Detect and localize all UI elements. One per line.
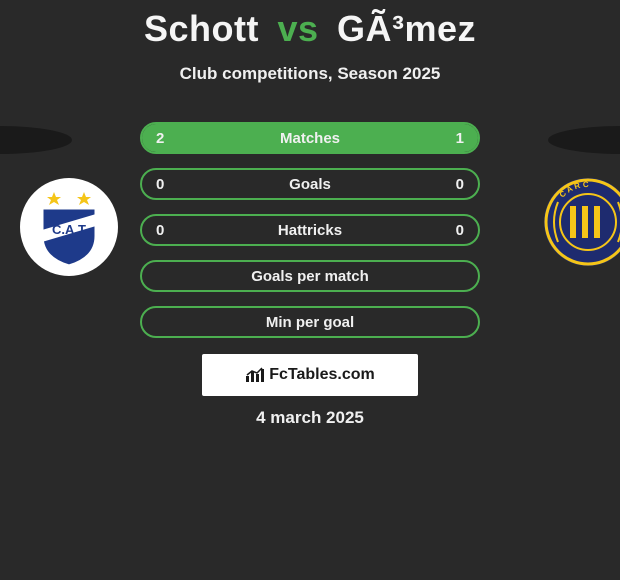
comparison-title: Schott vs GÃ³mez [0, 0, 620, 50]
rosario-central-badge-icon: C A R C [544, 178, 620, 266]
branding-text: FcTables.com [269, 366, 375, 384]
stat-label: Goals [142, 170, 478, 198]
stat-label: Goals per match [142, 262, 478, 290]
stat-bars: 21Matches 00Goals 00Hattricks Goals per mat… [140, 122, 480, 352]
player1-shadow [0, 126, 72, 154]
stat-row: 00Goals [140, 168, 480, 200]
stat-row: Min per goal [140, 306, 480, 338]
stat-row: Goals per match [140, 260, 480, 292]
bar-chart-icon [245, 367, 265, 383]
svg-text:C.A.T: C.A.T [52, 222, 86, 237]
club-badge-right: C A R C [544, 178, 620, 266]
vs-label: vs [277, 8, 318, 49]
subtitle: Club competitions, Season 2025 [0, 64, 620, 84]
player2-shadow [548, 126, 620, 154]
player2-name: GÃ³mez [337, 8, 476, 49]
club-badge-left: C.A.T [20, 178, 118, 276]
stat-label: Hattricks [142, 216, 478, 244]
fctables-branding: FcTables.com [202, 354, 418, 396]
stat-row: 00Hattricks [140, 214, 480, 246]
talleres-badge-icon: C.A.T [32, 186, 106, 268]
player1-name: Schott [144, 8, 259, 49]
stat-label: Matches [142, 124, 478, 152]
stat-label: Min per goal [142, 308, 478, 336]
comparison-date: 4 march 2025 [0, 408, 620, 428]
stat-row: 21Matches [140, 122, 480, 154]
